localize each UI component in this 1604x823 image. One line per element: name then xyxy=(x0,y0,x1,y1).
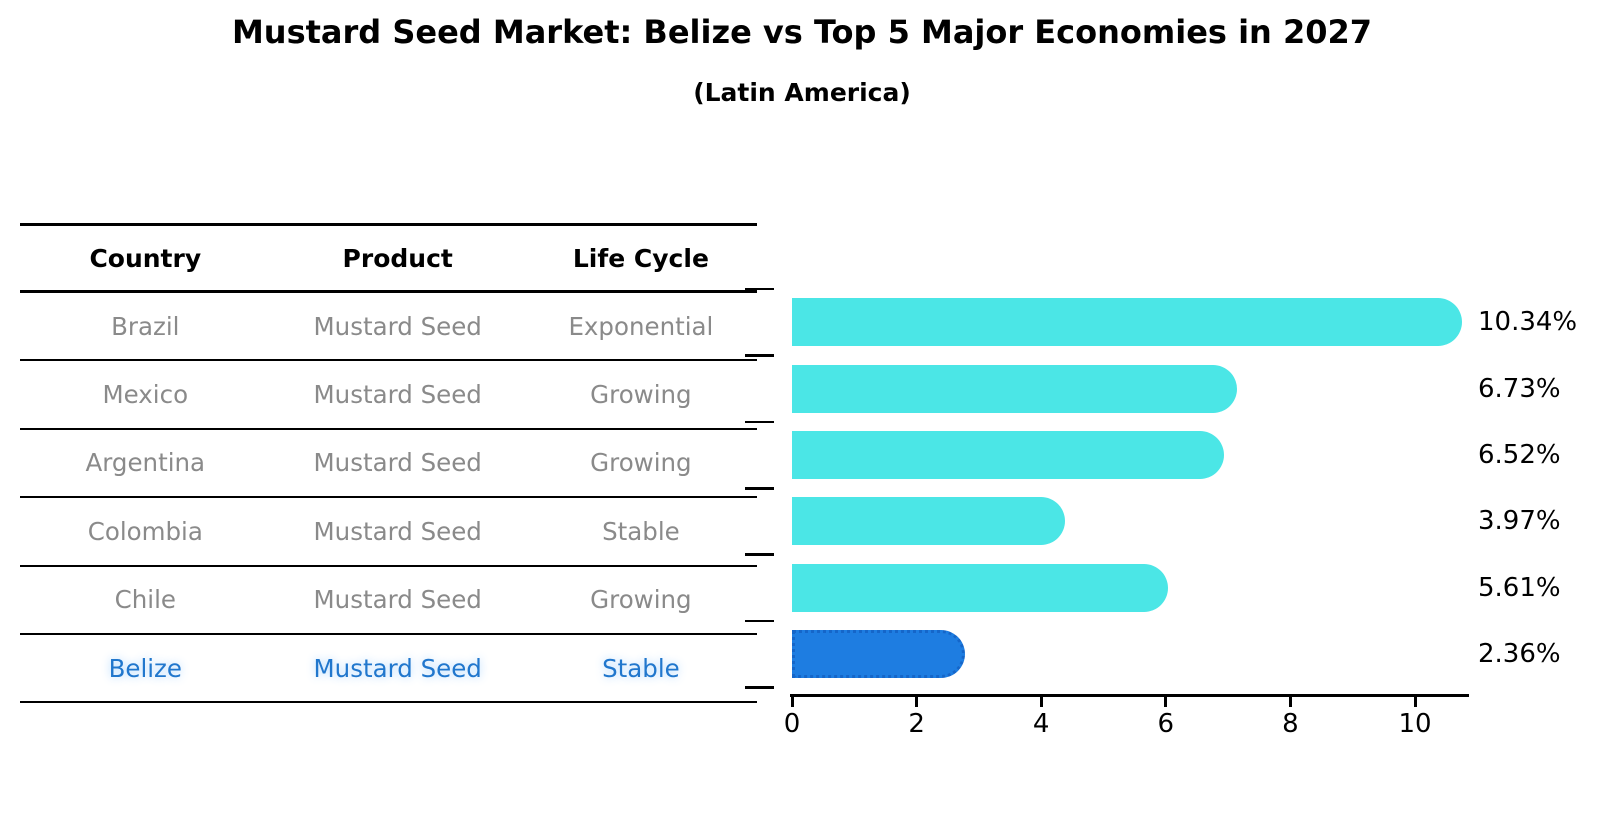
x-tick-label: 6 xyxy=(1157,709,1175,739)
x-tick-mark xyxy=(1039,697,1043,707)
bar-value-label: 6.73% xyxy=(1478,373,1561,404)
table-row: Mexico Mustard Seed Growing xyxy=(20,361,757,430)
table-row: Brazil Mustard Seed Exponential xyxy=(20,293,757,362)
y-axis-ticks xyxy=(745,287,775,691)
x-tick-label: 2 xyxy=(908,709,925,739)
bar-row xyxy=(792,488,1482,554)
cell-life-cycle: Growing xyxy=(590,448,692,478)
table-row: Colombia Mustard Seed Stable xyxy=(20,498,757,567)
y-tick-mark xyxy=(745,486,774,490)
table-body: Brazil Mustard Seed Exponential Mexico M… xyxy=(20,293,757,704)
x-tick-mark xyxy=(1413,697,1417,707)
bar-row xyxy=(792,422,1482,488)
bar-chile xyxy=(792,563,1168,612)
cell-product: Mustard Seed xyxy=(313,653,482,683)
column-header-product: Product xyxy=(342,243,453,273)
x-tick-mark xyxy=(790,697,794,707)
y-tick-mark xyxy=(745,354,774,357)
column-header-life-cycle: Life Cycle xyxy=(572,243,709,273)
cell-country: Chile xyxy=(114,585,176,615)
x-axis-spine xyxy=(790,694,1469,697)
value-label-column: 10.34% 6.73% 6.52% 3.97% 5.61% 2.36% xyxy=(1478,289,1604,688)
bar-value-label: 6.52% xyxy=(1478,440,1561,471)
bar-argentina xyxy=(792,431,1225,480)
cell-product: Mustard Seed xyxy=(313,516,482,546)
x-tick-mark xyxy=(1288,697,1292,707)
chart-subtitle: (Latin America) xyxy=(693,78,911,107)
cell-life-cycle: Stable xyxy=(602,653,680,683)
y-tick-mark xyxy=(745,553,774,556)
bar-row xyxy=(792,621,1482,687)
bar-mexico xyxy=(792,364,1238,413)
x-tick-mark xyxy=(1164,697,1168,707)
table-header-row: Country Product Life Cycle xyxy=(20,223,757,293)
y-tick-mark xyxy=(745,420,774,424)
x-tick-label: 10 xyxy=(1398,709,1432,739)
cell-life-cycle: Growing xyxy=(590,380,692,410)
bar-value-label: 3.97% xyxy=(1478,506,1561,537)
cell-country: Mexico xyxy=(102,380,189,410)
table-row: Argentina Mustard Seed Growing xyxy=(20,430,757,499)
x-tick-label: 4 xyxy=(1032,709,1050,739)
cell-country: Colombia xyxy=(87,516,203,546)
bar-colombia xyxy=(792,497,1066,546)
cell-product: Mustard Seed xyxy=(313,311,482,341)
chart-title: Mustard Seed Market: Belize vs Top 5 Maj… xyxy=(231,13,1373,51)
cell-product: Mustard Seed xyxy=(313,585,482,615)
bar-row xyxy=(792,555,1482,621)
x-tick-label: 0 xyxy=(783,709,801,739)
table-row: Chile Mustard Seed Growing xyxy=(20,567,757,635)
bar-value-label: 2.36% xyxy=(1478,639,1561,670)
y-tick-mark xyxy=(745,686,774,689)
x-tick-label: 8 xyxy=(1282,709,1299,739)
bar-brazil xyxy=(792,298,1463,347)
country-table: Country Product Life Cycle Brazil Mustar… xyxy=(20,223,757,704)
bar-belize xyxy=(792,630,966,679)
y-tick-mark xyxy=(745,619,774,623)
cell-life-cycle: Exponential xyxy=(568,311,714,341)
bar-row xyxy=(792,355,1482,421)
y-tick-mark xyxy=(745,287,774,291)
x-tick-mark xyxy=(915,697,919,707)
cell-life-cycle: Stable xyxy=(602,516,680,546)
column-header-country: Country xyxy=(89,243,202,273)
cell-product: Mustard Seed xyxy=(313,380,482,410)
bar-value-label: 5.61% xyxy=(1478,572,1561,603)
bar-value-label: 10.34% xyxy=(1478,307,1578,338)
cell-life-cycle: Growing xyxy=(590,585,692,615)
cell-product: Mustard Seed xyxy=(313,448,482,478)
bar-row xyxy=(792,289,1482,355)
cell-country: Argentina xyxy=(85,448,206,478)
cell-country: Belize xyxy=(108,653,182,683)
table-row: Belize Mustard Seed Stable xyxy=(20,635,757,704)
x-axis: 0 2 4 6 8 10 xyxy=(784,694,1469,754)
bar-plot-area xyxy=(792,289,1482,688)
cell-country: Brazil xyxy=(111,311,180,341)
